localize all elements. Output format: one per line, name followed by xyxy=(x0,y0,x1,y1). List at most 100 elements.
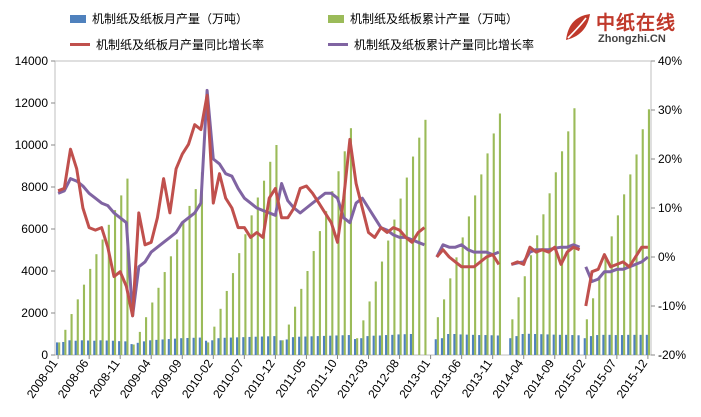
monthly-bar xyxy=(248,336,251,355)
y-right-tick-label: 20% xyxy=(658,152,682,166)
monthly-bar xyxy=(515,336,518,355)
cumulative-bar xyxy=(157,287,160,355)
cumulative-bar xyxy=(244,234,247,355)
cumulative-bar xyxy=(498,113,502,355)
y-left-tick-label: 10000 xyxy=(15,138,49,152)
cumulative-bar xyxy=(194,189,197,355)
monthly-bar xyxy=(298,336,301,355)
paper-leaf-icon xyxy=(566,14,590,40)
legend-item-monthly-yoy: 机制纸及纸板月产量同比增长率 xyxy=(70,36,264,53)
cumulative-bar xyxy=(523,276,526,355)
monthly-bar xyxy=(229,337,232,355)
cumulative-bar xyxy=(610,236,613,355)
monthly-yoy-line xyxy=(584,245,648,307)
monthly-bar xyxy=(378,335,381,355)
monthly-bar xyxy=(322,335,326,355)
cumulative-bar xyxy=(163,272,166,355)
monthly-bar xyxy=(496,335,499,355)
cumulative-bar xyxy=(138,331,141,355)
cumulative-bar xyxy=(393,219,396,355)
monthly-bar xyxy=(55,342,59,355)
cumulative-bar xyxy=(58,342,61,355)
cumulative-bar xyxy=(449,278,452,355)
cumulative-bar xyxy=(585,319,588,355)
monthly-bar xyxy=(596,335,599,355)
cumulative-bar xyxy=(641,129,644,355)
monthly-yoy-line xyxy=(57,93,426,318)
monthly-bar xyxy=(490,335,493,355)
y-right-tick-label: 30% xyxy=(658,103,682,117)
cumulative-bar xyxy=(95,254,98,355)
logo-main-text: 中纸在线 xyxy=(596,12,677,34)
cumulative-bar xyxy=(455,257,458,355)
monthly-bar xyxy=(366,336,369,355)
cumulative-bar xyxy=(492,133,495,355)
x-tick-label: 2015-12 xyxy=(614,356,651,400)
cumulative-bar xyxy=(592,298,595,355)
monthly-bar xyxy=(509,338,512,355)
y-left-tick-label: 12000 xyxy=(15,96,49,110)
cumulative-bar xyxy=(567,131,570,355)
monthly-bar xyxy=(589,336,593,355)
cumulative-bar xyxy=(213,326,216,355)
cumulative-bar xyxy=(101,239,104,355)
cumulative-bar xyxy=(411,156,415,355)
monthly-bar xyxy=(527,333,530,355)
monthly-bar xyxy=(360,338,363,355)
cumulative-bar xyxy=(542,214,545,355)
legend-label-monthly: 机制纸及纸板月产量（万吨） xyxy=(92,12,249,26)
x-tick-label: 2013-06 xyxy=(427,356,464,400)
monthly-bar xyxy=(211,340,214,355)
monthly-bar xyxy=(267,336,270,355)
monthly-bar xyxy=(614,335,617,355)
cumulative-bar xyxy=(399,198,402,355)
monthly-bar xyxy=(627,334,630,355)
y-right-tick-label: -10% xyxy=(658,299,686,313)
monthly-bar xyxy=(385,335,388,355)
cumulative-bar xyxy=(349,128,353,355)
cumulative-bar xyxy=(225,290,228,355)
y-left-tick-label: 4000 xyxy=(21,264,48,278)
cumulative-bar xyxy=(331,191,334,355)
monthly-bar xyxy=(329,335,332,355)
monthly-bar xyxy=(93,340,96,355)
cumulative-bar xyxy=(207,342,210,355)
cumulative-bar xyxy=(145,317,148,355)
monthly-bar xyxy=(571,335,574,355)
cumulative-bar xyxy=(356,338,359,355)
monthly-bar xyxy=(260,336,263,355)
x-tick-label: 2010-12 xyxy=(241,356,278,400)
cumulative-bar xyxy=(256,197,259,355)
y-right-tick-label: 40% xyxy=(658,54,682,68)
legend-item-cumulative-yoy: 机制纸及纸板累计产量同比增长率 xyxy=(328,36,534,53)
cumulative-bar xyxy=(486,153,489,355)
cumulative-bar xyxy=(623,194,626,355)
monthly-bar xyxy=(645,334,648,355)
monthly-bar xyxy=(68,340,71,355)
monthly-bar xyxy=(136,342,139,355)
y-right-tick-label: 0% xyxy=(658,250,676,264)
cumulative-bar xyxy=(132,344,135,355)
cumulative-bar xyxy=(405,177,408,355)
y-left-tick-label: 0 xyxy=(41,348,48,362)
cumulative-bar xyxy=(362,320,365,355)
cumulative-bar xyxy=(467,216,470,355)
legend-swatch-cumulative xyxy=(328,14,344,23)
cumulative-bar xyxy=(312,251,315,355)
cumulative-bar xyxy=(176,239,179,355)
monthly-bar xyxy=(99,340,102,355)
cumulative-bar xyxy=(536,235,539,355)
cumulative-bar xyxy=(443,299,446,355)
monthly-bar xyxy=(118,341,121,355)
monthly-bar xyxy=(236,337,239,355)
x-tick-label: 2008-06 xyxy=(55,356,92,400)
monthly-bar xyxy=(478,335,481,355)
cumulative-bar xyxy=(647,109,651,355)
cumulative-bar xyxy=(200,172,204,355)
cumulative-bar xyxy=(151,302,154,355)
cumulative-bar xyxy=(511,319,514,355)
monthly-bar xyxy=(608,334,611,355)
monthly-bar xyxy=(242,337,245,355)
monthly-bar xyxy=(74,340,77,355)
cumulative-bar xyxy=(424,119,427,355)
